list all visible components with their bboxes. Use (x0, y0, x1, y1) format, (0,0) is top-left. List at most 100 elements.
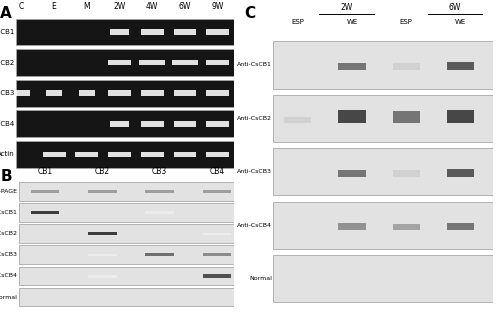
FancyBboxPatch shape (31, 211, 59, 214)
FancyBboxPatch shape (206, 29, 229, 35)
FancyBboxPatch shape (339, 63, 366, 70)
FancyBboxPatch shape (173, 152, 196, 157)
FancyBboxPatch shape (273, 41, 493, 89)
FancyBboxPatch shape (273, 202, 493, 249)
FancyBboxPatch shape (273, 256, 493, 302)
Text: B: B (0, 169, 12, 184)
FancyBboxPatch shape (110, 29, 129, 35)
Text: WE: WE (455, 19, 466, 25)
FancyBboxPatch shape (46, 90, 62, 96)
Text: 6W: 6W (179, 2, 191, 11)
Text: Anti-CsCB1: Anti-CsCB1 (0, 210, 17, 215)
FancyBboxPatch shape (19, 246, 234, 264)
FancyBboxPatch shape (13, 90, 29, 96)
Text: C: C (244, 6, 255, 21)
FancyBboxPatch shape (145, 190, 174, 193)
FancyBboxPatch shape (203, 274, 231, 278)
FancyBboxPatch shape (16, 110, 234, 137)
FancyBboxPatch shape (393, 63, 420, 70)
FancyBboxPatch shape (16, 80, 234, 107)
FancyBboxPatch shape (447, 116, 474, 123)
FancyBboxPatch shape (339, 110, 366, 118)
FancyBboxPatch shape (141, 121, 164, 127)
FancyBboxPatch shape (393, 170, 420, 177)
Text: C: C (19, 2, 24, 11)
FancyBboxPatch shape (203, 190, 231, 193)
FancyBboxPatch shape (108, 152, 131, 157)
FancyBboxPatch shape (447, 62, 474, 70)
FancyBboxPatch shape (393, 111, 420, 118)
Text: Anti-CsCB4: Anti-CsCB4 (237, 223, 272, 228)
Text: M: M (84, 2, 90, 11)
Text: CB2: CB2 (95, 167, 110, 176)
FancyBboxPatch shape (16, 49, 234, 76)
FancyBboxPatch shape (447, 169, 474, 177)
FancyBboxPatch shape (173, 121, 196, 127)
Text: CsCB4: CsCB4 (0, 121, 15, 127)
FancyBboxPatch shape (19, 267, 234, 285)
FancyBboxPatch shape (206, 121, 229, 127)
Text: 6W: 6W (449, 3, 461, 12)
FancyBboxPatch shape (447, 223, 474, 230)
Text: CsCB3: CsCB3 (0, 90, 15, 96)
Text: Anti-CsCB3: Anti-CsCB3 (0, 252, 17, 257)
Text: Normal: Normal (0, 295, 17, 300)
Text: CsCB1: CsCB1 (0, 29, 15, 35)
FancyBboxPatch shape (284, 117, 311, 123)
Text: Anti-CsCB2: Anti-CsCB2 (237, 116, 272, 121)
Text: Anti-CsCB1: Anti-CsCB1 (237, 62, 272, 67)
Text: ESP: ESP (400, 19, 413, 25)
FancyBboxPatch shape (108, 90, 131, 96)
Text: 2W: 2W (341, 3, 353, 12)
FancyBboxPatch shape (139, 60, 165, 66)
FancyBboxPatch shape (88, 211, 117, 214)
FancyBboxPatch shape (88, 275, 117, 278)
FancyBboxPatch shape (43, 152, 66, 157)
FancyBboxPatch shape (31, 190, 59, 193)
FancyBboxPatch shape (145, 232, 174, 235)
FancyBboxPatch shape (206, 90, 229, 96)
FancyBboxPatch shape (16, 18, 234, 46)
FancyBboxPatch shape (19, 288, 234, 306)
Text: WE: WE (347, 19, 358, 25)
FancyBboxPatch shape (203, 232, 231, 235)
FancyBboxPatch shape (75, 152, 98, 157)
Text: A: A (0, 6, 12, 21)
FancyBboxPatch shape (145, 212, 174, 214)
FancyBboxPatch shape (145, 253, 174, 256)
FancyBboxPatch shape (203, 253, 231, 256)
FancyBboxPatch shape (206, 152, 229, 157)
FancyBboxPatch shape (393, 223, 420, 230)
FancyBboxPatch shape (19, 182, 234, 201)
FancyBboxPatch shape (19, 203, 234, 222)
Text: CB4: CB4 (209, 167, 225, 176)
FancyBboxPatch shape (88, 254, 117, 256)
FancyBboxPatch shape (393, 116, 420, 123)
FancyBboxPatch shape (88, 190, 117, 193)
Text: Anti-CsCB2: Anti-CsCB2 (0, 231, 17, 236)
FancyBboxPatch shape (108, 60, 131, 66)
FancyBboxPatch shape (141, 152, 164, 157)
Text: E: E (52, 2, 56, 11)
Text: 2W: 2W (114, 2, 125, 11)
FancyBboxPatch shape (141, 90, 164, 96)
Text: Actin: Actin (0, 151, 15, 158)
Text: 9W: 9W (212, 2, 224, 11)
FancyBboxPatch shape (339, 116, 366, 123)
FancyBboxPatch shape (273, 95, 493, 142)
Text: Normal: Normal (249, 276, 272, 281)
Text: Anti-CsCB4: Anti-CsCB4 (0, 273, 17, 278)
FancyBboxPatch shape (173, 90, 196, 96)
Text: ESP: ESP (291, 19, 304, 25)
FancyBboxPatch shape (206, 60, 229, 66)
FancyBboxPatch shape (110, 121, 129, 127)
Text: CB3: CB3 (152, 167, 167, 176)
Text: 4W: 4W (146, 2, 158, 11)
FancyBboxPatch shape (19, 224, 234, 243)
FancyBboxPatch shape (447, 110, 474, 118)
Text: CsCB2: CsCB2 (0, 60, 15, 66)
FancyBboxPatch shape (79, 90, 95, 96)
FancyBboxPatch shape (339, 223, 366, 230)
FancyBboxPatch shape (273, 149, 493, 196)
FancyBboxPatch shape (339, 170, 366, 177)
